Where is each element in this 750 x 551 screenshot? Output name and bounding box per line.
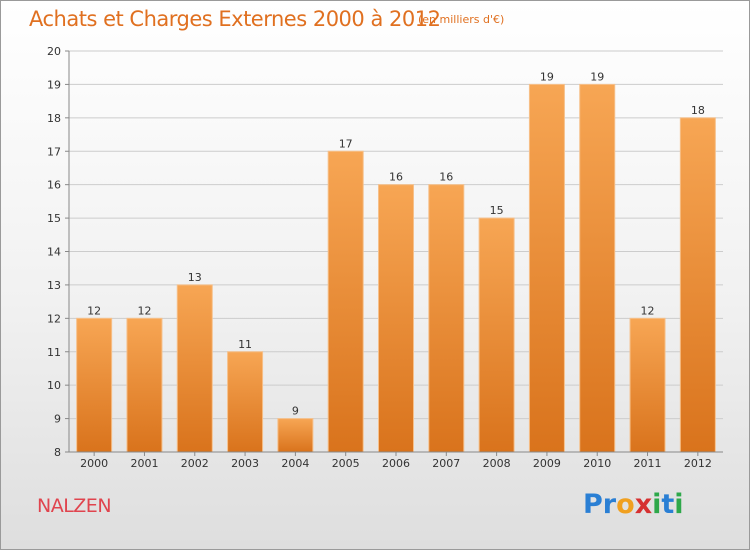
- logo-letter: r: [602, 489, 617, 520]
- logo-letter: i: [674, 489, 684, 520]
- commune-name: NALZEN: [37, 495, 112, 517]
- x-tick-label-2007: 2007: [432, 457, 460, 470]
- proxiti-logo: Proxiti: [583, 489, 684, 520]
- bar-2012: [679, 117, 716, 453]
- bar-2010: [579, 83, 616, 453]
- bar-2000: [76, 317, 113, 453]
- bar-2002: [176, 284, 213, 453]
- axes: 8 9 10 11 12 13 14 15 16 17 18 19 20 2000 2001 2002 2003…: [47, 45, 723, 470]
- value-label-2004: 9: [292, 405, 299, 418]
- y-tick-label: 17: [47, 145, 61, 158]
- y-tick-label: 20: [47, 45, 61, 58]
- bar-2003: [227, 351, 264, 453]
- y-tick-label: 10: [47, 379, 61, 392]
- logo-letter: t: [661, 489, 675, 520]
- x-tick-label-2002: 2002: [181, 457, 209, 470]
- x-tick-label-2006: 2006: [382, 457, 410, 470]
- x-tick-label-2005: 2005: [332, 457, 360, 470]
- y-tick-label: 15: [47, 212, 61, 225]
- bar-2008: [478, 217, 515, 453]
- bar-2004: [277, 418, 314, 453]
- value-label-2009: 19: [540, 70, 554, 83]
- y-tick-label: 13: [47, 279, 61, 292]
- x-tick-label-2009: 2009: [533, 457, 561, 470]
- y-tick-label: 11: [47, 346, 61, 359]
- bar-2001: [126, 317, 163, 453]
- x-tick-label-2011: 2011: [634, 457, 662, 470]
- logo-letter: o: [616, 489, 635, 520]
- x-tick-label-2003: 2003: [231, 457, 259, 470]
- x-tick-label-2000: 2000: [80, 457, 108, 470]
- value-label-2002: 13: [188, 271, 202, 284]
- chart-title: Achats et Charges Externes 2000 à 2012: [29, 7, 441, 31]
- chart-subtitle: (en milliers d'€): [418, 13, 505, 26]
- y-tick-label: 12: [47, 312, 61, 325]
- logo-letter: i: [652, 489, 662, 520]
- y-tick-label: 19: [47, 78, 61, 91]
- y-tick-label: 9: [54, 413, 61, 426]
- value-label-2006: 16: [389, 171, 403, 184]
- y-tick-label: 16: [47, 179, 61, 192]
- bar-2006: [378, 184, 414, 453]
- value-label-2005: 17: [339, 137, 353, 150]
- x-tick-label-2001: 2001: [130, 457, 158, 470]
- bar-2005: [327, 150, 364, 453]
- value-label-2012: 18: [691, 104, 705, 117]
- logo-letter: x: [634, 489, 653, 520]
- y-tick-label: 14: [47, 246, 61, 259]
- value-label-2000: 12: [87, 304, 101, 317]
- bar-2007: [428, 184, 465, 453]
- value-label-2003: 11: [238, 338, 252, 351]
- y-tick-label: 18: [47, 112, 61, 125]
- x-tick-label-2004: 2004: [281, 457, 309, 470]
- value-label-2011: 12: [641, 304, 655, 317]
- bar-2009: [528, 83, 565, 453]
- value-label-2008: 15: [490, 204, 504, 217]
- bars: [76, 83, 716, 453]
- logo-letter: P: [583, 489, 603, 520]
- value-label-2010: 19: [590, 70, 604, 83]
- bar-2011: [629, 317, 666, 453]
- x-tick-label-2008: 2008: [483, 457, 511, 470]
- value-label-2007: 16: [439, 171, 453, 184]
- x-tick-label-2012: 2012: [684, 457, 712, 470]
- data-labels: 12 12 13 11 9 17 16 16 15 19 19 12 18: [87, 70, 705, 417]
- y-tick-label: 8: [54, 446, 61, 459]
- value-label-2001: 12: [137, 304, 151, 317]
- x-tick-label-2010: 2010: [583, 457, 611, 470]
